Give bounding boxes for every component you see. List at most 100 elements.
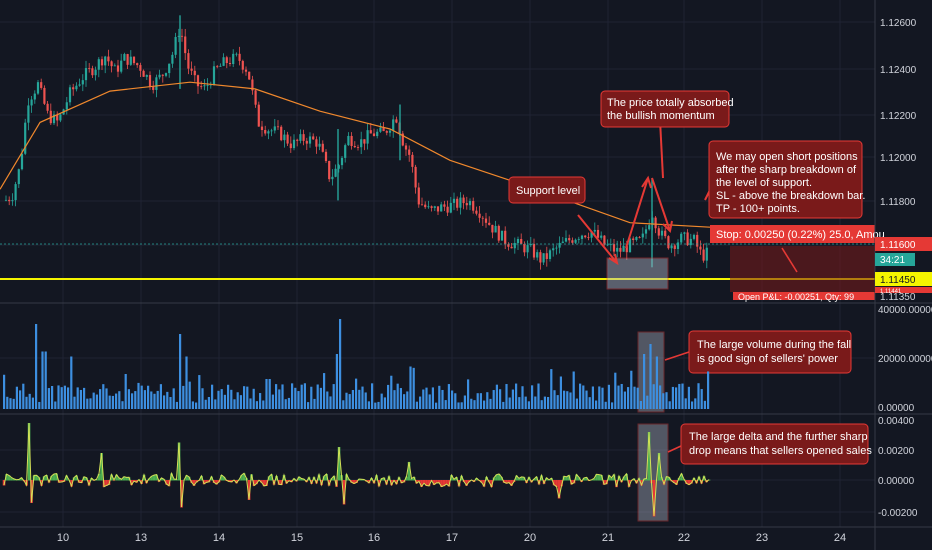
price-tick: 1.12600 — [880, 18, 917, 29]
delta-line — [3, 422, 710, 517]
delta-bar — [407, 462, 411, 481]
volume-bar — [390, 375, 393, 409]
delta-bar — [210, 476, 213, 481]
volume-bar — [623, 391, 626, 409]
delta-annotation-line1: The large delta and the further sharp — [689, 431, 868, 443]
candle-body — [264, 130, 267, 134]
volume-bar — [127, 389, 130, 409]
volume-tick: 0.00000 — [878, 403, 915, 414]
volume-bar — [169, 397, 172, 409]
pl-label-box[interactable] — [733, 292, 875, 300]
volume-bar — [307, 402, 310, 409]
volume-bar — [454, 393, 457, 409]
volume-bar — [364, 392, 367, 409]
candle-body — [40, 82, 43, 88]
volume-bar — [300, 384, 303, 409]
delta-bar — [220, 475, 223, 481]
delta-bar — [17, 479, 21, 481]
candle-body — [696, 234, 699, 247]
volume-bar — [105, 388, 108, 409]
candle-body — [299, 134, 302, 141]
volume-bar — [60, 387, 63, 409]
time-tick: 24 — [834, 532, 846, 544]
volume-bar — [537, 383, 540, 409]
timer-text: 34:21 — [880, 255, 905, 266]
volume-bar — [137, 382, 140, 409]
candle-body — [100, 59, 104, 66]
volume-bar — [198, 375, 201, 409]
current-price-label — [875, 237, 932, 251]
delta-bar — [555, 480, 558, 487]
volume-bar — [633, 386, 636, 409]
delta-axis[interactable]: 0.00400 0.00200 0.00000 -0.00200 — [878, 416, 918, 519]
candle-body — [369, 130, 372, 134]
delta-bar — [297, 476, 301, 481]
delta-bar — [277, 480, 281, 485]
volume-bar — [284, 399, 287, 409]
volume-tick: 20000.00000 — [878, 354, 932, 365]
volume-bar — [524, 396, 527, 409]
candle-body — [404, 145, 408, 150]
delta-bar — [612, 474, 616, 481]
candle-body — [580, 235, 584, 239]
candle-body — [315, 139, 318, 147]
candle-body — [267, 131, 270, 134]
volume-bar — [339, 319, 342, 409]
candle-body — [539, 252, 542, 263]
candle-body — [196, 75, 200, 87]
volume-bar — [380, 393, 383, 409]
volume-bar — [268, 379, 271, 409]
candle-body — [571, 240, 574, 243]
moving-average-line — [0, 81, 711, 228]
volume-bar — [79, 389, 82, 409]
volume-bar — [377, 401, 380, 409]
candle-body — [558, 242, 561, 248]
volume-bar — [313, 398, 316, 409]
candle-body — [174, 36, 177, 55]
delta-bar — [95, 479, 98, 481]
price-axis[interactable]: 1.12600 1.12400 1.12200 1.12000 1.11800 … — [880, 18, 917, 303]
candle-body — [507, 244, 510, 247]
delta-bar — [457, 480, 461, 487]
volume-bar — [111, 395, 114, 409]
volume-axis[interactable]: 40000.00000 20000.00000 0.00000 — [878, 305, 932, 414]
delta-bar — [147, 478, 151, 481]
stop-label-box[interactable] — [710, 225, 875, 243]
candle-body — [395, 119, 398, 123]
candle-body — [657, 228, 660, 236]
candle-body — [353, 145, 356, 148]
delta-bar — [592, 478, 596, 481]
candle-body — [481, 217, 484, 219]
delta-annotation-line2: drop means that sellers opened sales — [689, 445, 872, 457]
candle-body — [536, 252, 539, 258]
volume-bar — [3, 374, 6, 409]
volume-bar — [319, 387, 322, 409]
volume-bar — [175, 401, 178, 409]
delta-bar — [437, 480, 441, 484]
delta-bar — [565, 476, 568, 481]
candle-body — [680, 233, 683, 243]
candle-body — [292, 139, 296, 149]
volume-bar — [572, 371, 575, 409]
volume-bar — [6, 396, 9, 409]
candle-body — [104, 56, 107, 66]
delta-bar — [352, 480, 356, 484]
volume-bar — [9, 398, 12, 409]
delta-bar — [300, 478, 303, 481]
volume-bar — [207, 397, 210, 409]
delta-bar — [420, 480, 423, 487]
volume-bar — [124, 374, 127, 409]
delta-bar — [532, 478, 536, 481]
volume-bar — [451, 390, 454, 409]
volume-bar — [118, 391, 121, 409]
candle-body — [593, 229, 596, 232]
time-axis[interactable]: 10 13 14 15 16 17 20 21 22 23 24 — [57, 532, 846, 544]
candle-body — [516, 238, 520, 244]
volume-bar — [44, 351, 47, 409]
delta-tick: -0.00200 — [878, 508, 918, 519]
delta-bar — [567, 475, 571, 481]
volume-bar — [121, 401, 124, 409]
delta-tick: 0.00400 — [878, 416, 915, 427]
delta-bar — [425, 480, 428, 486]
candle-body — [184, 36, 187, 54]
